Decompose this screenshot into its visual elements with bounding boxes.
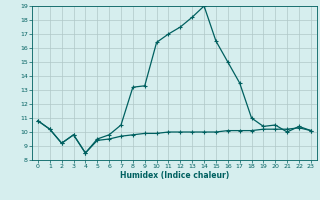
X-axis label: Humidex (Indice chaleur): Humidex (Indice chaleur) xyxy=(120,171,229,180)
